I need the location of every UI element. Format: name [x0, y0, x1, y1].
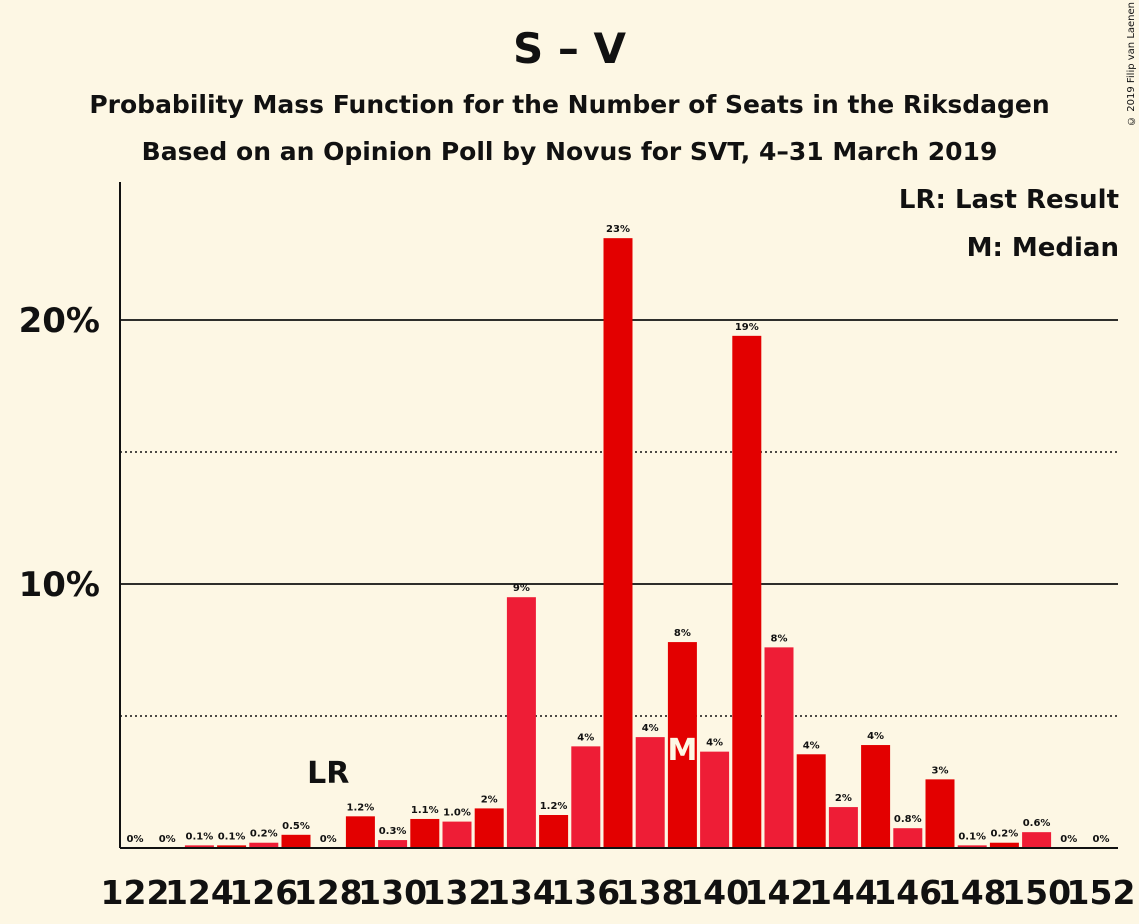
- data-label-143: 4%: [803, 740, 820, 751]
- bar-143: [796, 754, 826, 848]
- x-tick-label-140: 140: [680, 873, 749, 912]
- data-label-129: 1.2%: [347, 802, 375, 813]
- bar-146: [893, 828, 923, 848]
- bar-138: [635, 737, 665, 848]
- x-tick-label-134: 134: [487, 873, 556, 912]
- data-label-151: 0%: [1060, 834, 1077, 845]
- x-tick-label-126: 126: [229, 873, 298, 912]
- data-label-128: 0%: [320, 834, 337, 845]
- y-tick-label: 10%: [19, 565, 100, 605]
- bar-141: [732, 335, 762, 849]
- last-result-marker: LR: [307, 756, 349, 791]
- x-tick-label-144: 144: [809, 873, 878, 912]
- data-label-127: 0.5%: [282, 821, 310, 832]
- x-tick-label-122: 122: [101, 873, 170, 912]
- bar-139: [667, 642, 697, 848]
- x-tick-label-132: 132: [423, 873, 492, 912]
- data-label-135: 1.2%: [540, 801, 568, 812]
- data-label-141: 19%: [735, 322, 759, 333]
- median-marker: M: [667, 733, 697, 768]
- chart-subtitle-source: Based on an Opinion Poll by Novus for SV…: [141, 137, 998, 166]
- x-tick-label-138: 138: [616, 873, 685, 912]
- bar-150: [1022, 832, 1052, 848]
- data-label-124: 0.1%: [186, 831, 214, 842]
- data-label-149: 0.2%: [991, 829, 1019, 840]
- data-label-126: 0.2%: [250, 829, 278, 840]
- data-label-125: 0.1%: [218, 831, 246, 842]
- data-label-148: 0.1%: [958, 831, 986, 842]
- bar-134: [506, 597, 536, 848]
- bar-133: [474, 808, 504, 848]
- data-label-144: 2%: [835, 793, 852, 804]
- bar-135: [539, 815, 569, 848]
- bar-127: [281, 834, 311, 848]
- data-label-145: 4%: [867, 731, 884, 742]
- data-label-147: 3%: [932, 765, 949, 776]
- x-tick-label-142: 142: [745, 873, 814, 912]
- bar-145: [861, 745, 891, 848]
- bar-124: [184, 845, 214, 848]
- x-tick-label-136: 136: [551, 873, 620, 912]
- data-label-123: 0%: [159, 834, 176, 845]
- data-label-133: 2%: [481, 794, 498, 805]
- x-tick-label-146: 146: [873, 873, 942, 912]
- data-label-138: 4%: [642, 723, 659, 734]
- x-tick-label-148: 148: [938, 873, 1007, 912]
- bar-136: [571, 746, 601, 848]
- data-label-140: 4%: [706, 738, 723, 749]
- chart-title: S – V: [513, 24, 626, 73]
- bar-147: [925, 779, 955, 848]
- bar-125: [217, 845, 247, 848]
- x-tick-label-150: 150: [1002, 873, 1071, 912]
- bar-137: [603, 238, 633, 848]
- x-tick-label-130: 130: [358, 873, 427, 912]
- data-label-122: 0%: [127, 834, 144, 845]
- data-label-131: 1.1%: [411, 805, 439, 816]
- y-tick-label: 20%: [19, 301, 100, 341]
- bar-140: [700, 751, 730, 848]
- bar-126: [249, 842, 279, 848]
- data-label-136: 4%: [577, 732, 594, 743]
- legend-median: M: Median: [966, 233, 1119, 263]
- data-label-146: 0.8%: [894, 814, 922, 825]
- x-tick-label-128: 128: [294, 873, 363, 912]
- chart-subtitle: Probability Mass Function for the Number…: [89, 90, 1050, 119]
- data-label-142: 8%: [771, 633, 788, 644]
- data-label-134: 9%: [513, 583, 530, 594]
- legend-last-result: LR: Last Result: [898, 185, 1119, 215]
- data-label-150: 0.6%: [1023, 818, 1051, 829]
- data-label-132: 1.0%: [443, 808, 471, 819]
- data-label-130: 0.3%: [379, 826, 407, 837]
- data-label-152: 0%: [1093, 834, 1110, 845]
- bar-149: [989, 842, 1019, 848]
- bar-131: [410, 818, 440, 848]
- x-tick-label-152: 152: [1067, 873, 1136, 912]
- bar-129: [345, 816, 375, 848]
- data-label-137: 23%: [606, 224, 630, 235]
- x-tick-label-124: 124: [165, 873, 234, 912]
- bar-132: [442, 821, 472, 848]
- data-label-139: 8%: [674, 628, 691, 639]
- bar-142: [764, 647, 794, 848]
- bar-148: [957, 845, 987, 848]
- bar-130: [378, 840, 408, 848]
- bar-144: [828, 807, 858, 848]
